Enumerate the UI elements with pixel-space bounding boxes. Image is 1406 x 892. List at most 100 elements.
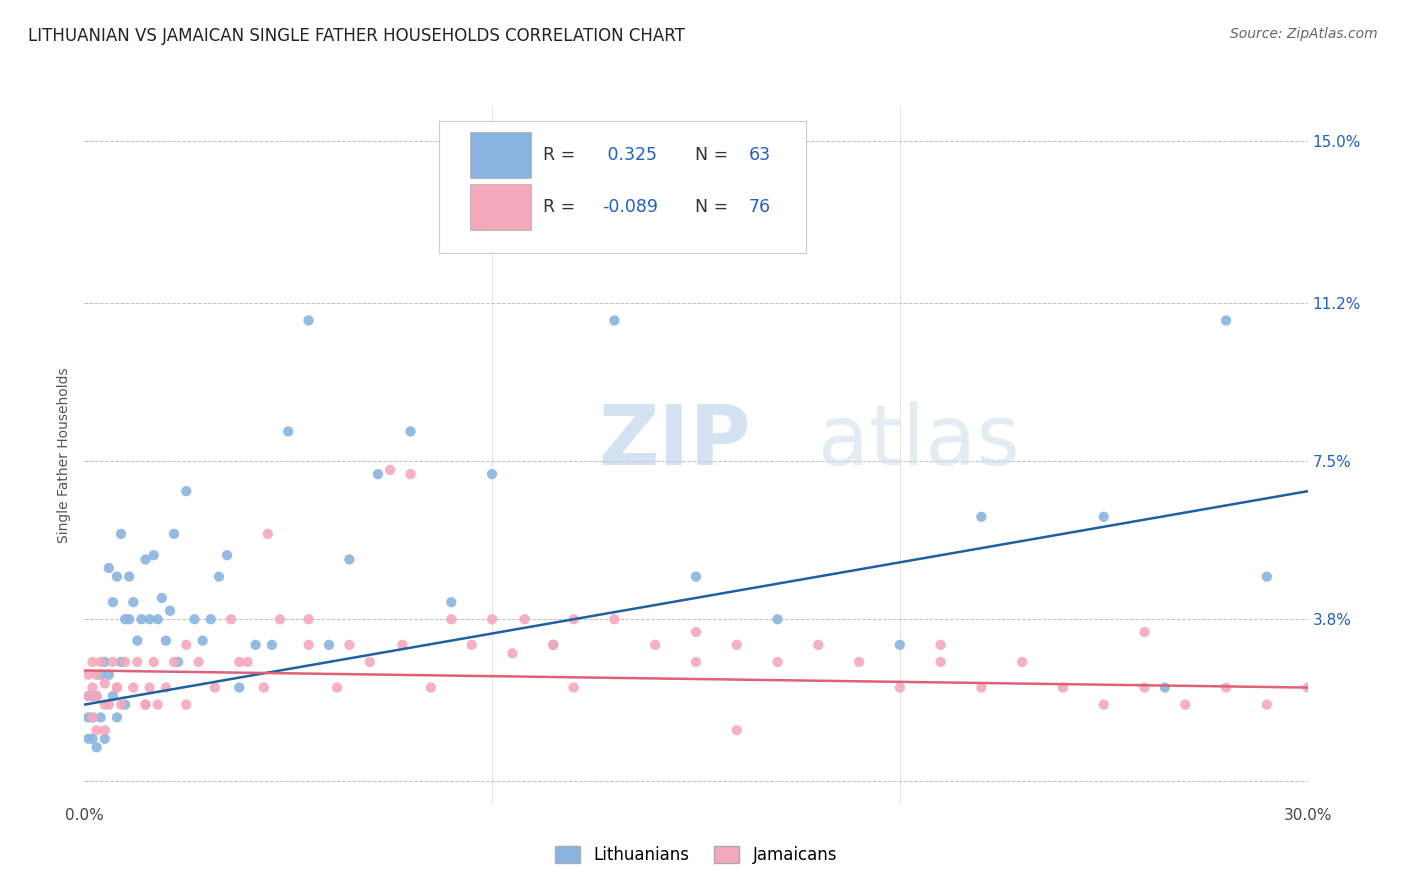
Point (105, 681, 128, 695)
Point (228, 655, 250, 669)
Point (339, 552, 361, 566)
Point (1174, 698, 1197, 712)
Point (889, 681, 911, 695)
Point (114, 612, 136, 626)
Point (513, 612, 536, 626)
Point (1133, 625, 1156, 640)
Point (86, 689, 108, 703)
Point (929, 655, 952, 669)
Point (97, 561, 120, 575)
Point (138, 612, 160, 626)
Point (105, 681, 128, 695)
Text: 63: 63 (748, 146, 770, 164)
Point (1215, 313, 1237, 327)
Point (77, 710, 100, 724)
Point (420, 681, 443, 695)
Point (183, 612, 205, 626)
FancyBboxPatch shape (470, 132, 531, 178)
Point (146, 612, 169, 626)
Point (644, 638, 666, 652)
Point (101, 655, 124, 669)
Point (93, 723, 117, 738)
Point (461, 638, 484, 652)
Point (122, 681, 145, 695)
Point (848, 655, 870, 669)
Text: 0.325: 0.325 (602, 146, 657, 164)
Point (399, 425, 422, 439)
Point (101, 689, 124, 703)
Point (725, 638, 748, 652)
Text: atlas: atlas (818, 401, 1019, 482)
Point (326, 681, 349, 695)
Point (86, 667, 108, 681)
Point (208, 569, 231, 583)
Text: LITHUANIAN VS JAMAICAN SINGLE FATHER HOUSEHOLDS CORRELATION CHART: LITHUANIAN VS JAMAICAN SINGLE FATHER HOU… (28, 27, 685, 45)
Point (150, 591, 173, 605)
Point (146, 698, 169, 712)
Point (122, 595, 145, 609)
Point (318, 638, 340, 652)
Point (93, 655, 117, 669)
Point (105, 569, 128, 583)
Point (440, 612, 463, 626)
Point (257, 527, 280, 541)
Text: ZIP: ZIP (598, 401, 751, 482)
Point (77, 689, 100, 703)
Point (219, 612, 242, 626)
Point (204, 681, 226, 695)
Point (82, 681, 104, 695)
Point (159, 604, 181, 618)
Point (685, 569, 707, 583)
Point (105, 710, 128, 724)
Point (367, 467, 389, 482)
Point (562, 681, 585, 695)
Point (339, 638, 361, 652)
Point (440, 595, 463, 609)
Point (97, 698, 120, 712)
Point (970, 681, 993, 695)
Point (90, 710, 112, 724)
Point (167, 655, 190, 669)
Point (1296, 681, 1319, 695)
Point (90, 655, 112, 669)
Point (110, 527, 132, 541)
Point (93, 698, 117, 712)
Point (277, 425, 299, 439)
Point (93, 731, 117, 746)
Point (110, 655, 132, 669)
Point (380, 463, 402, 477)
Point (1011, 655, 1033, 669)
Point (114, 698, 136, 712)
Text: N =: N = (683, 146, 734, 164)
Point (1256, 698, 1278, 712)
Point (163, 655, 186, 669)
Point (725, 723, 748, 738)
Point (236, 655, 259, 669)
Point (135, 698, 157, 712)
Point (155, 681, 177, 695)
Point (298, 612, 321, 626)
Point (929, 638, 952, 652)
Point (766, 655, 789, 669)
Point (101, 595, 124, 609)
Point (118, 569, 141, 583)
Point (228, 681, 250, 695)
Point (82, 710, 104, 724)
Point (1256, 569, 1278, 583)
Point (86, 689, 108, 703)
Y-axis label: Single Father Households: Single Father Households (58, 368, 72, 542)
Point (603, 612, 626, 626)
Point (82, 710, 104, 724)
Text: N =: N = (683, 198, 734, 216)
FancyBboxPatch shape (439, 121, 806, 253)
Point (97, 667, 120, 681)
Text: 76: 76 (748, 198, 770, 216)
Point (163, 527, 186, 541)
Point (93, 676, 117, 690)
Point (142, 548, 165, 562)
Point (217, 548, 239, 562)
Point (889, 638, 911, 652)
Point (543, 638, 565, 652)
Text: R =: R = (543, 198, 581, 216)
Point (142, 655, 165, 669)
